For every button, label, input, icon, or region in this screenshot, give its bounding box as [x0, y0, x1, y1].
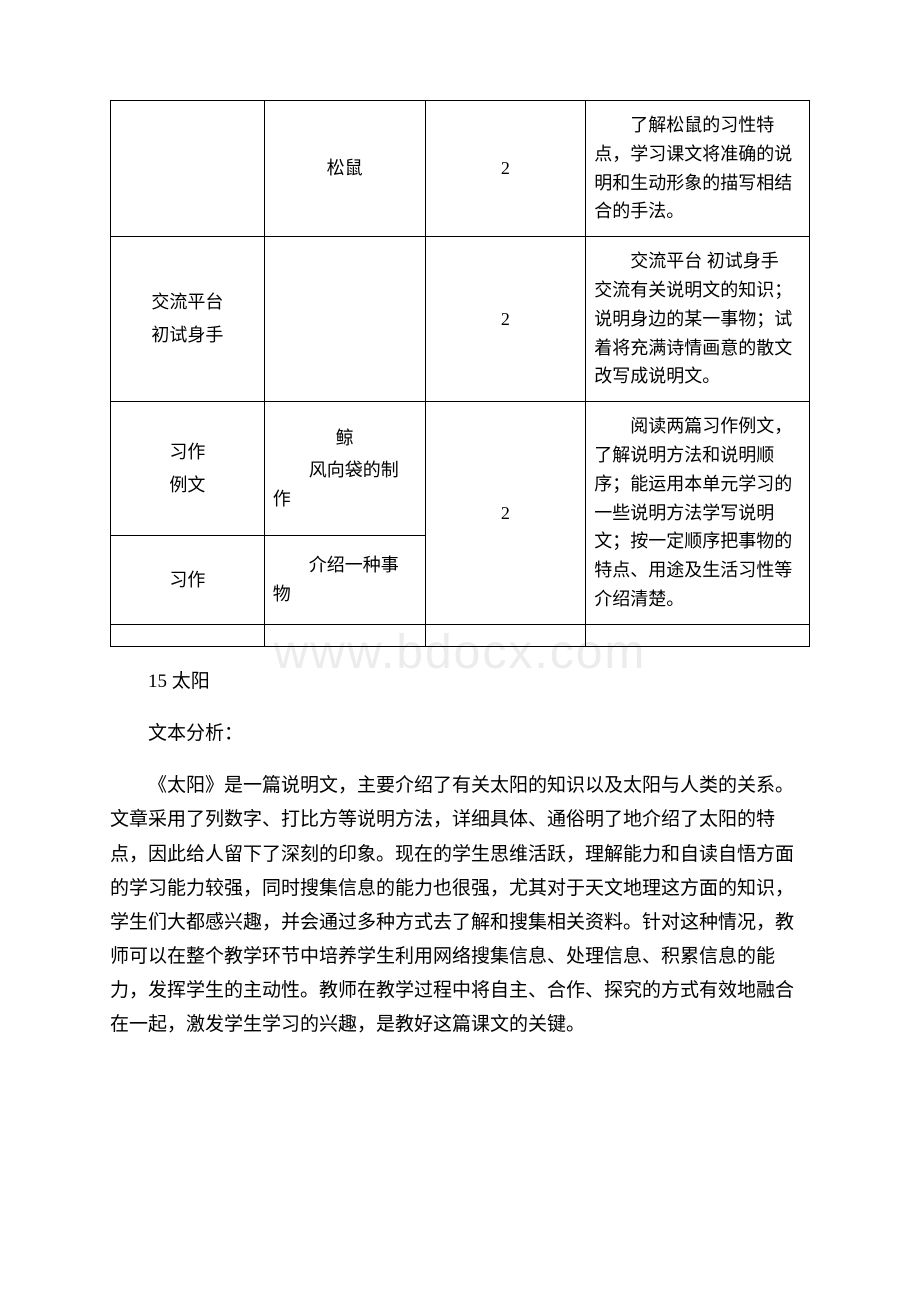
- cell-topic: 松鼠: [264, 101, 425, 237]
- table-row: 交流平台 初试身手 2 交流平台 初试身手 交流有关说明文的知识；说明身边的某一…: [111, 237, 810, 402]
- cell-hours: 2: [425, 101, 586, 237]
- analysis-heading: 文本分析：: [110, 717, 810, 751]
- cell-desc: 交流平台 初试身手 交流有关说明文的知识；说明身边的某一事物；试着将充满诗情画意…: [586, 237, 810, 402]
- cell-hours: 2: [425, 237, 586, 402]
- cell-topic: 鲸 风向袋的制作: [264, 402, 425, 536]
- cell-line: 例文: [119, 471, 256, 500]
- cell-hours: [425, 624, 586, 646]
- cell-desc: 阅读两篇习作例文，了解说明方法和说明顺序；能运用本单元学习的一些说明方法学写说明…: [586, 402, 810, 625]
- cell-line: 风向袋的制作: [273, 456, 417, 514]
- cell-desc: [586, 624, 810, 646]
- lesson-title: 15 太阳: [110, 665, 810, 699]
- cell-category: 习作: [111, 536, 265, 624]
- table-row: [111, 624, 810, 646]
- cell-line: 习作: [119, 438, 256, 467]
- table-row: 习作 例文 鲸 风向袋的制作 2 阅读两篇习作例文，了解说明方法和说明顺序；能运…: [111, 402, 810, 536]
- cell-category: 习作 例文: [111, 402, 265, 536]
- cell-line: 初试身手: [119, 321, 256, 350]
- cell-line: 交流平台: [119, 288, 256, 317]
- cell-category: [111, 101, 265, 237]
- cell-desc: 了解松鼠的习性特点，学习课文将准确的说明和生动形象的描写相结合的手法。: [586, 101, 810, 237]
- cell-topic: [264, 624, 425, 646]
- cell-hours: 2: [425, 402, 586, 625]
- cell-topic: 介绍一种事物: [264, 536, 425, 624]
- cell-category: 交流平台 初试身手: [111, 237, 265, 402]
- cell-line: 鲸: [273, 424, 417, 453]
- cell-category: [111, 624, 265, 646]
- lesson-plan-table: 松鼠 2 了解松鼠的习性特点，学习课文将准确的说明和生动形象的描写相结合的手法。…: [110, 100, 810, 647]
- cell-topic: [264, 237, 425, 402]
- table-row: 松鼠 2 了解松鼠的习性特点，学习课文将准确的说明和生动形象的描写相结合的手法。: [111, 101, 810, 237]
- analysis-paragraph: 《太阳》是一篇说明文，主要介绍了有关太阳的知识以及太阳与人类的关系。文章采用了列…: [110, 769, 810, 1043]
